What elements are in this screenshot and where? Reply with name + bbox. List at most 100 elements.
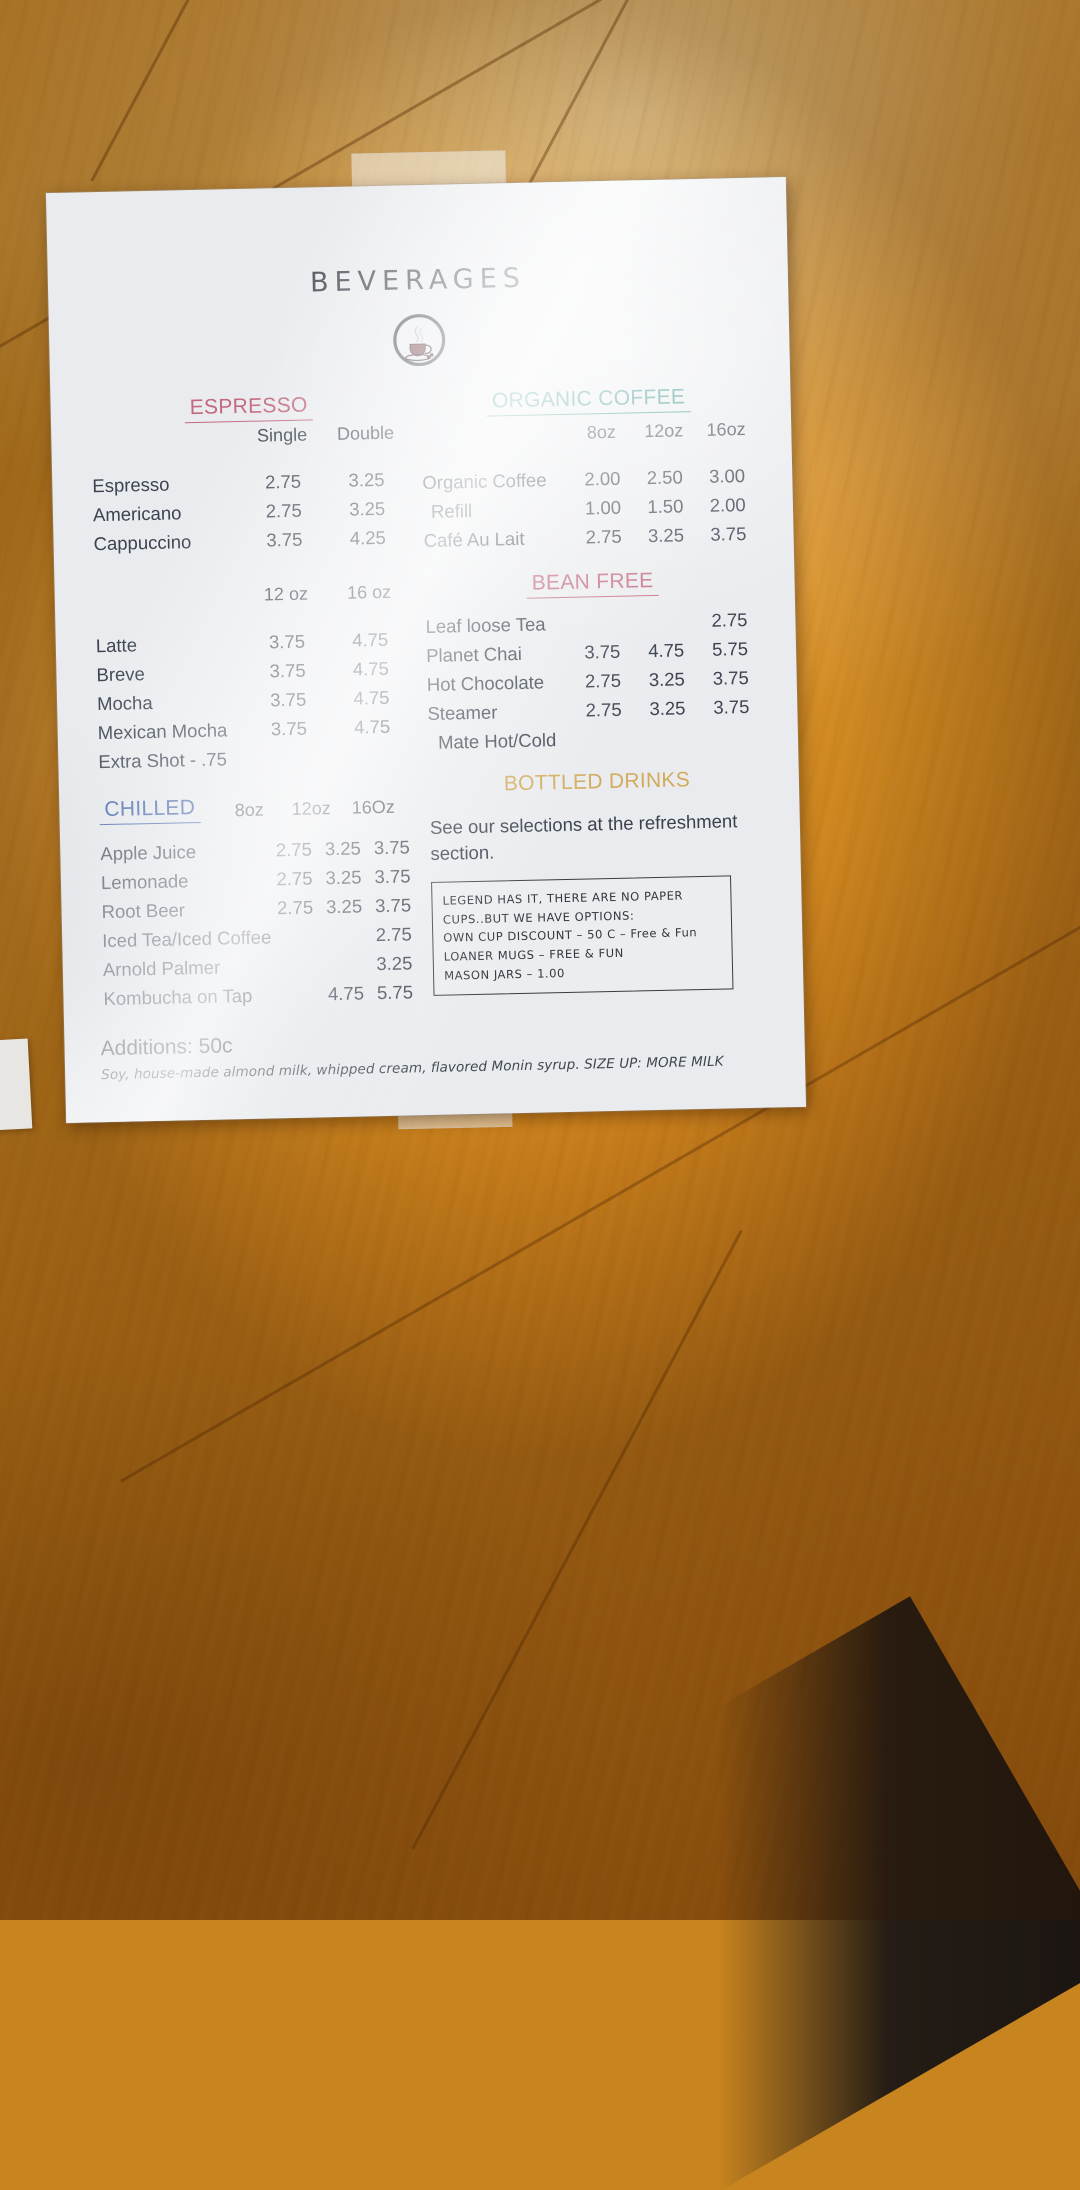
price-12oz: 3.25 <box>325 894 363 917</box>
price-8oz: 2.00 <box>584 467 621 490</box>
espresso-drinks-size-table: 12 oz 16 oz Latte 3.75 4.75 Breve 3.75 4… <box>94 578 414 776</box>
section-header-chilled: CHILLED <box>99 795 201 826</box>
price-16oz: 4.75 <box>353 686 390 709</box>
price-12oz <box>320 920 370 950</box>
item-name: Apple Juice <box>100 840 197 864</box>
item-name: Iced Tea/Iced Coffee <box>102 925 272 951</box>
item-name: Mexican Mocha <box>97 718 228 743</box>
price-single: 2.75 <box>264 470 302 493</box>
stray-paper-edge <box>0 1038 33 1132</box>
price-8oz <box>271 921 321 951</box>
price-8oz: 2.75 <box>276 896 314 918</box>
price-8oz: 2.75 <box>275 838 313 860</box>
item-name: Café Au Lait <box>423 527 525 552</box>
chilled-price-table: Apple Juice 2.75 3.25 3.75 Lemonade 2.75… <box>100 832 420 1013</box>
chilled-header-row: CHILLED 8oz 12oz 16Oz <box>99 791 416 826</box>
price-16oz: 3.75 <box>373 835 411 858</box>
table-row: Mate Hot/Cold <box>428 721 764 757</box>
price-double: 3.25 <box>348 497 386 520</box>
mate-note: Mate Hot/Cold <box>437 729 557 753</box>
item-name: Steamer <box>427 701 498 724</box>
chilled-size-headers: 8oz 12oz 16Oz <box>218 797 404 822</box>
price-12oz: 4.75 <box>327 981 365 1004</box>
column-header-16oz: 16 oz <box>346 581 392 603</box>
column-header-double: Double <box>336 422 395 444</box>
column-header-16oz: 16Oz <box>351 796 395 818</box>
table-row: Extra Shot - .75 <box>98 740 415 776</box>
price-16oz: 2.75 <box>711 608 748 631</box>
price-8oz: 2.75 <box>585 698 622 721</box>
price-12oz: 3.75 <box>269 659 306 681</box>
item-name: Root Beer <box>101 898 186 922</box>
bean-free-price-table: Leaf loose Tea 2.75 Planet Chai 3.75 4.7… <box>425 605 764 757</box>
coffee-cup-icon <box>393 314 446 367</box>
extra-shot-note: Extra Shot - .75 <box>98 747 228 772</box>
price-12oz: 3.25 <box>648 668 686 691</box>
price-single: 2.75 <box>265 499 302 522</box>
price-8oz: 2.75 <box>585 525 622 548</box>
bottled-drinks-note: See our selections at the refreshment se… <box>429 809 738 865</box>
spacer-cell <box>94 581 244 611</box>
column-header-12oz: 12oz <box>291 798 331 819</box>
price-8oz: 3.75 <box>584 640 621 663</box>
price-single: 3.75 <box>266 528 303 551</box>
menu-columns: ESPRESSO Single Double Espresso 2.75 3.2… <box>84 384 769 1014</box>
item-name: Lemonade <box>100 869 189 893</box>
section-header-espresso: ESPRESSO <box>184 393 313 424</box>
table-row: Cappuccino 3.75 4.25 <box>93 523 410 559</box>
column-header-12oz: 12oz <box>643 419 684 441</box>
price-8oz: 1.00 <box>584 496 622 519</box>
item-name: Leaf loose Tea <box>425 613 546 638</box>
item-name: Latte <box>95 633 138 656</box>
spacer-cell <box>91 422 241 452</box>
price-12oz: 3.25 <box>325 865 362 888</box>
item-name: Hot Chocolate <box>426 671 545 695</box>
price-8oz: 2.75 <box>276 867 313 889</box>
price-12oz: 1.50 <box>647 495 684 518</box>
price-8oz: 2.75 <box>584 669 622 692</box>
price-12oz: 3.75 <box>269 688 307 710</box>
item-name: Mocha <box>96 691 153 714</box>
organic-coffee-price-table: 8oz 12oz 16oz Organic Coffee 2.00 2.50 3… <box>421 415 760 556</box>
table-row: Café Au Lait 2.75 3.25 3.75 <box>423 519 759 555</box>
page-title: BEVERAGES <box>309 262 527 299</box>
espresso-price-table: Single Double Espresso 2.75 3.25 America… <box>91 418 410 558</box>
price-12oz: 2.50 <box>646 466 683 489</box>
item-name: Espresso <box>92 473 170 497</box>
price-16oz: 3.25 <box>376 951 413 974</box>
price-16oz: 3.75 <box>710 522 747 545</box>
item-name: Americano <box>92 502 182 526</box>
spacer-cell <box>421 419 570 449</box>
price-16oz: 3.75 <box>713 695 750 718</box>
item-name: Planet Chai <box>425 642 523 666</box>
price-16oz: 3.75 <box>712 666 749 689</box>
price-16oz: 4.75 <box>353 715 391 738</box>
price-12oz: 3.25 <box>649 697 686 720</box>
section-header-bean-free: BEAN FREE <box>526 568 659 599</box>
price-double: 3.25 <box>348 468 385 491</box>
right-column: ORGANIC COFFEE 8oz 12oz 16oz Organic Cof… <box>406 384 769 1006</box>
column-header-8oz: 8oz <box>586 421 617 442</box>
price-8oz <box>569 608 633 638</box>
price-16oz: 3.75 <box>374 893 412 916</box>
item-name: Breve <box>96 662 145 685</box>
price-16oz: 5.75 <box>376 980 414 1003</box>
price-16oz: 4.75 <box>352 657 390 680</box>
beverages-menu-paper: BEVERAGES ESPRESSO <box>45 177 807 1123</box>
left-column: ESPRESSO Single Double Espresso 2.75 3.2… <box>84 391 419 1013</box>
column-header-12oz: 12 oz <box>263 583 309 605</box>
item-name: Refill <box>430 499 473 522</box>
item-name: Cappuccino <box>93 531 192 555</box>
price-16oz: 2.75 <box>375 922 412 945</box>
price-16oz: 2.00 <box>709 493 746 516</box>
price-12oz: 3.25 <box>324 836 362 859</box>
price-16oz: 4.75 <box>351 628 389 651</box>
price-16oz: 3.75 <box>374 864 411 887</box>
section-header-bottled-drinks: BOTTLED DRINKS <box>503 767 691 795</box>
price-16oz: 3.00 <box>708 465 746 487</box>
price-12oz: 3.25 <box>647 524 685 547</box>
item-name: Kombucha on Tap <box>103 984 253 1009</box>
column-header-16oz: 16oz <box>706 418 746 440</box>
price-12oz <box>633 607 697 637</box>
table-row: Kombucha on Tap 4.75 5.75 <box>103 977 420 1013</box>
